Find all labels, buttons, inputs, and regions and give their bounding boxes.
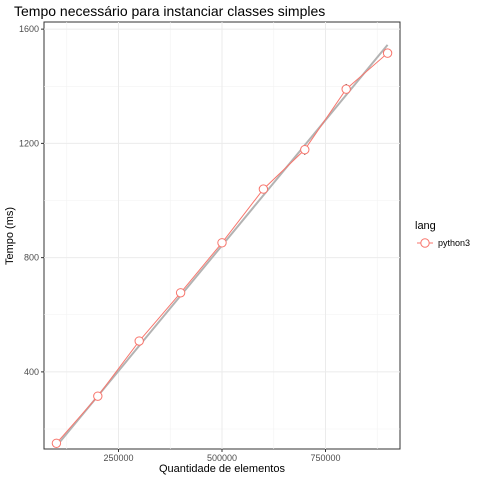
data-point <box>382 48 393 58</box>
y-tick-label: 1200 <box>19 138 39 148</box>
data-point <box>51 438 62 448</box>
data-point <box>217 238 227 248</box>
x-tick-label: 750000 <box>310 453 340 463</box>
x-axis-title: Quantidade de elementos <box>159 463 285 475</box>
x-tick-label: 250000 <box>103 453 133 463</box>
series-layer <box>51 48 393 448</box>
x-axis-ticks: 250000 500000 750000 <box>103 449 341 463</box>
data-point <box>300 144 310 155</box>
data-point <box>341 84 351 94</box>
data-point <box>93 391 103 401</box>
chart-title: Tempo necessário para instanciar classes… <box>14 3 325 19</box>
legend-title: lang <box>415 220 436 232</box>
legend-key-marker <box>420 238 430 248</box>
y-axis-title: Tempo (ms) <box>4 207 16 265</box>
legend: lang python3 <box>415 220 470 248</box>
x-tick-label: 500000 <box>207 453 237 463</box>
y-tick-label: 1600 <box>19 24 39 34</box>
data-point <box>175 288 186 298</box>
grid-major <box>44 22 400 449</box>
legend-label-python3: python3 <box>438 238 470 248</box>
data-point <box>134 336 144 346</box>
y-tick-label: 800 <box>24 253 39 263</box>
data-point <box>258 184 269 194</box>
y-tick-label: 400 <box>24 367 39 377</box>
y-axis-ticks: 400 800 1200 1600 <box>19 24 44 377</box>
